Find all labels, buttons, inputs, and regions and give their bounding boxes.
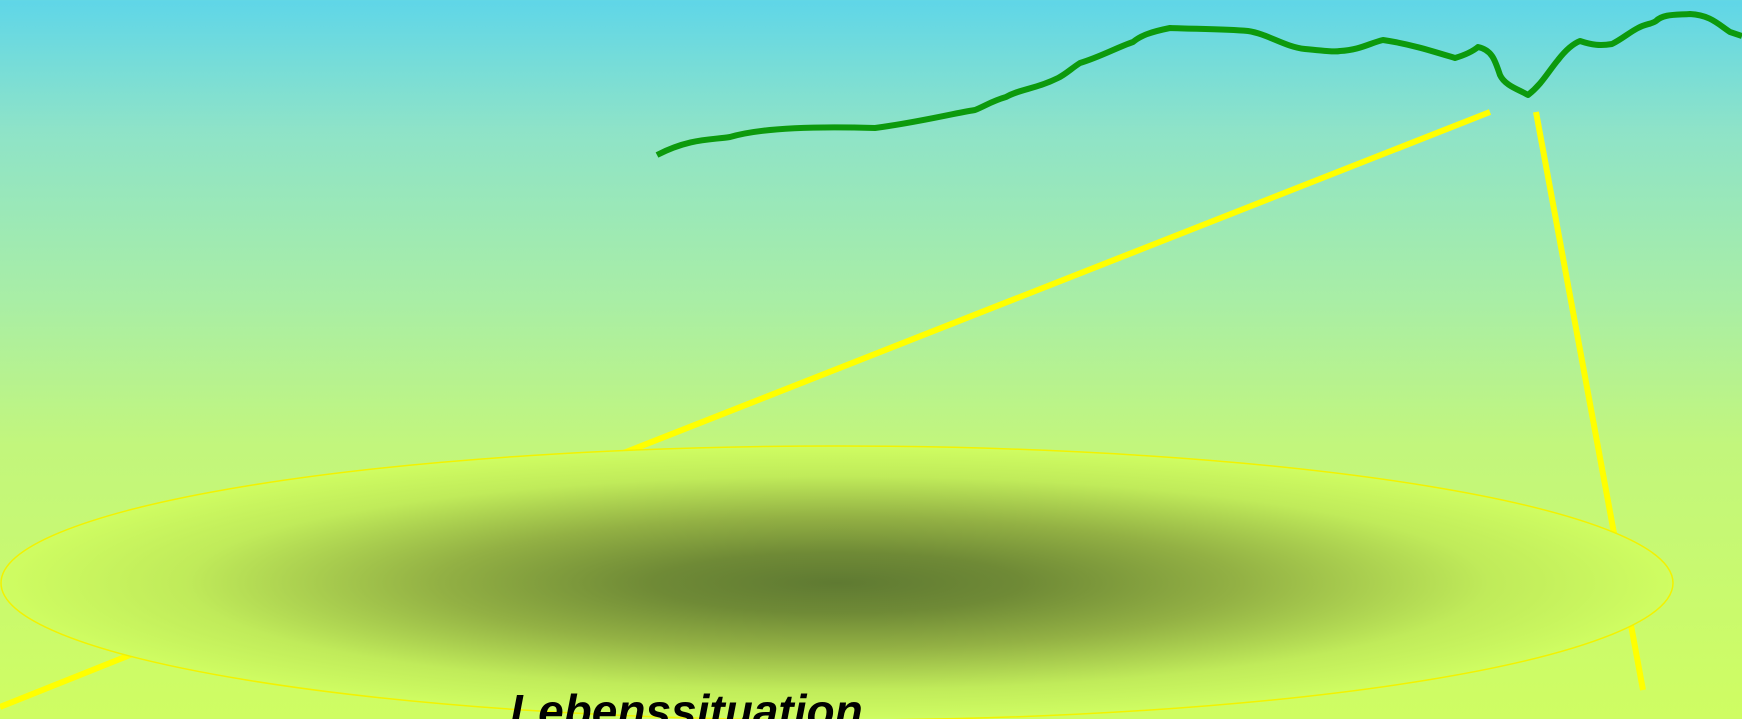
- diagram-caption: Lebenssituation: [510, 688, 863, 719]
- ridge-line: [657, 14, 1742, 155]
- left-beam: [560, 112, 1490, 478]
- shaded-disc: [1, 446, 1673, 719]
